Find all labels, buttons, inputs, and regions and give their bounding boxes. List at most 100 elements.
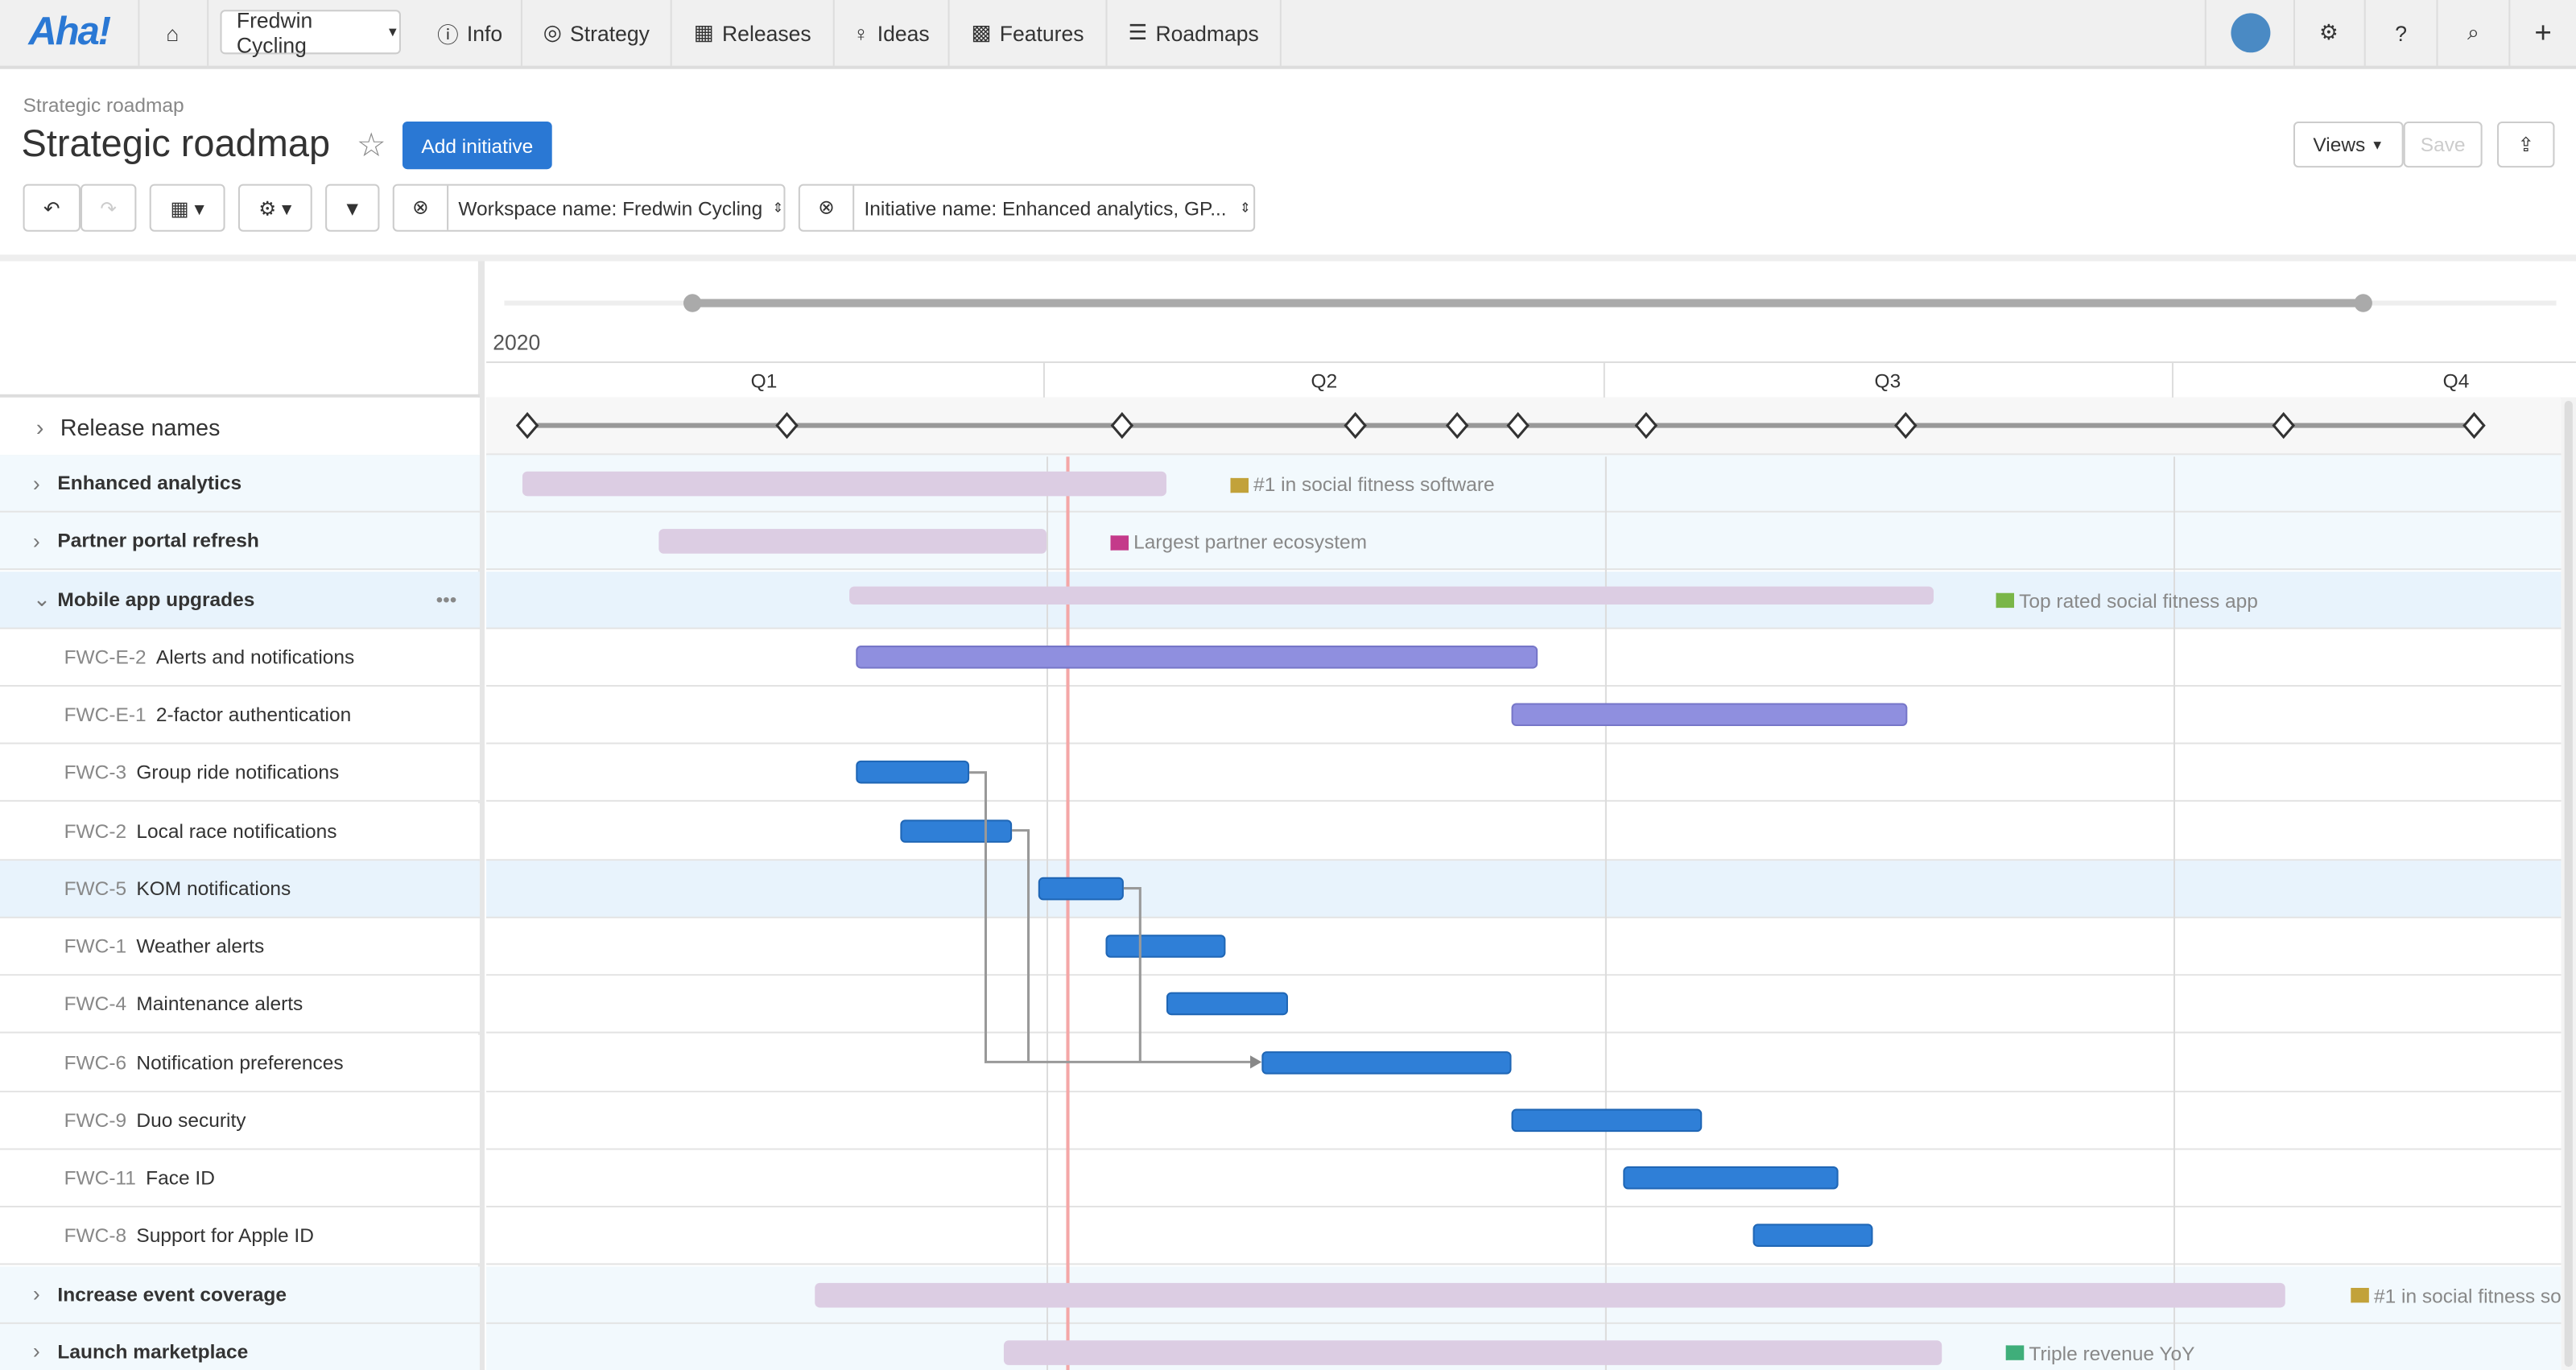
year-label: 2020 bbox=[493, 330, 541, 355]
views-button[interactable]: Views ▼ bbox=[2293, 122, 2404, 168]
search-icon[interactable]: ⌕ bbox=[2438, 0, 2511, 66]
feature-bar[interactable] bbox=[900, 819, 1013, 842]
more-options-icon[interactable]: ••• bbox=[436, 587, 457, 611]
share-icon[interactable]: ⇪ bbox=[2497, 122, 2555, 168]
workspace-selector[interactable]: Fredwin Cycling ▼ bbox=[220, 7, 401, 56]
record-row[interactable]: FWC-E-1 2-factor authentication bbox=[0, 687, 480, 745]
feature-bar[interactable] bbox=[1038, 877, 1124, 900]
timeline-row bbox=[486, 976, 2562, 1034]
add-initiative-button[interactable]: Add initiative bbox=[402, 122, 552, 170]
record-row[interactable]: FWC-9 Duo security bbox=[0, 1091, 480, 1150]
vertical-scrollbar[interactable] bbox=[2561, 397, 2576, 1370]
nav-ideas[interactable]: ♀ Ideas bbox=[835, 0, 950, 66]
initiative-bar[interactable] bbox=[522, 471, 1166, 497]
goal-label[interactable]: #1 in social fitness software bbox=[1230, 473, 1495, 496]
chevron-right-icon[interactable]: › bbox=[35, 413, 44, 439]
workspace-filter[interactable]: ⊗ Workspace name: Fredwin Cycling ⇕ bbox=[392, 184, 786, 232]
quarter-gridline bbox=[1604, 456, 1607, 1370]
grid-icon: ▩ bbox=[971, 19, 992, 45]
flag-icon bbox=[1996, 592, 2015, 609]
record-row[interactable]: FWC-1 Weather alerts bbox=[0, 918, 480, 976]
feature-bar[interactable] bbox=[1261, 1050, 1512, 1074]
epic-bar[interactable] bbox=[1511, 703, 1908, 727]
calendar-dropdown[interactable]: ▦ ▾ bbox=[149, 184, 225, 232]
timeline-row bbox=[486, 1034, 2562, 1092]
record-row[interactable]: FWC-8 Support for Apple ID bbox=[0, 1207, 480, 1265]
goal-label[interactable]: Top rated social fitness app bbox=[1996, 589, 2258, 612]
aha-logo[interactable]: Aha! bbox=[0, 0, 140, 66]
goal-label[interactable]: Triple revenue YoY bbox=[2005, 1342, 2194, 1364]
settings-dropdown[interactable]: ⚙ ▾ bbox=[237, 184, 312, 232]
top-nav: Aha! ⌂ Fredwin Cycling ▼ ⓘ Info ◎ Strategy … bbox=[0, 0, 2576, 69]
slider-handle-end[interactable] bbox=[2354, 294, 2372, 312]
nav-info[interactable]: ⓘ Info bbox=[419, 0, 522, 66]
record-row[interactable]: FWC-5 KOM notifications bbox=[0, 860, 480, 918]
chevron-right-icon[interactable]: › bbox=[32, 1281, 40, 1306]
chevron-right-icon[interactable]: › bbox=[32, 1339, 40, 1364]
star-icon[interactable]: ☆ bbox=[356, 128, 386, 165]
quarter-label: Q4 bbox=[2442, 369, 2470, 393]
plus-icon[interactable]: + bbox=[2534, 15, 2552, 49]
redo-icon[interactable]: ↷ bbox=[80, 184, 137, 232]
home-icon[interactable]: ⌂ bbox=[138, 0, 209, 66]
filter-icon[interactable]: ▼ bbox=[325, 184, 380, 232]
help-icon[interactable]: ? bbox=[2366, 0, 2438, 66]
record-row[interactable]: FWC-11 Face ID bbox=[0, 1149, 480, 1207]
info-icon: ⓘ bbox=[437, 22, 459, 47]
record-row[interactable]: FWC-2 Local race notifications bbox=[0, 802, 480, 860]
initiative-row[interactable]: ⌄ Mobile app upgrades ••• bbox=[0, 571, 480, 629]
remove-filter-icon[interactable]: ⊗ bbox=[394, 185, 449, 230]
feature-bar[interactable] bbox=[1166, 992, 1288, 1016]
quarter-gridline bbox=[2173, 456, 2176, 1370]
gear-icon[interactable]: ⚙ bbox=[2293, 0, 2366, 66]
quarter-label: Q2 bbox=[1311, 369, 1338, 393]
timeline-row bbox=[486, 1149, 2562, 1207]
quarter-label: Q1 bbox=[750, 369, 778, 393]
initiative-row[interactable]: › Partner portal refresh bbox=[0, 513, 480, 571]
feature-bar[interactable] bbox=[1105, 935, 1226, 958]
timeline-row bbox=[486, 802, 2562, 860]
timeline-row bbox=[486, 1207, 2562, 1265]
initiative-filter[interactable]: ⊗ Initiative name: Enhanced analytics, G… bbox=[798, 184, 1256, 232]
goal-label[interactable]: Largest partner ecosystem bbox=[1110, 531, 1367, 554]
initiative-bar[interactable] bbox=[849, 585, 1934, 604]
avatar[interactable] bbox=[2204, 0, 2295, 66]
slider-handle-start[interactable] bbox=[683, 294, 702, 312]
initiative-bar[interactable] bbox=[658, 529, 1046, 555]
record-row[interactable]: FWC-3 Group ride notifications bbox=[0, 744, 480, 803]
initiative-bar[interactable] bbox=[1003, 1339, 1942, 1365]
initiative-row[interactable]: › Increase event coverage bbox=[0, 1265, 480, 1323]
release-names-row[interactable]: › Release names bbox=[0, 397, 480, 457]
feature-bar[interactable] bbox=[1752, 1224, 1873, 1248]
undo-icon[interactable]: ↶ bbox=[23, 184, 80, 232]
remove-filter-icon[interactable]: ⊗ bbox=[800, 185, 855, 230]
record-row[interactable]: FWC-6 Notification preferences bbox=[0, 1034, 480, 1092]
chevron-right-icon[interactable]: › bbox=[32, 470, 40, 496]
chevron-right-icon[interactable]: › bbox=[32, 528, 40, 554]
initiative-row[interactable]: › Launch marketplace bbox=[0, 1323, 480, 1370]
breadcrumb[interactable]: Strategic roadmap bbox=[23, 93, 184, 117]
save-button[interactable]: Save bbox=[2403, 122, 2483, 168]
record-row[interactable]: FWC-4 Maintenance alerts bbox=[0, 976, 480, 1034]
record-row[interactable]: FWC-E-2 Alerts and notifications bbox=[0, 629, 480, 687]
chevron-down-icon[interactable]: ⌄ bbox=[32, 585, 52, 611]
goal-label[interactable]: #1 in social fitness so bbox=[2351, 1284, 2562, 1306]
epic-bar[interactable] bbox=[856, 645, 1538, 669]
flag-icon bbox=[2351, 1287, 2369, 1303]
panel-splitter[interactable] bbox=[477, 261, 485, 1370]
time-range-selection[interactable] bbox=[691, 299, 2363, 307]
calendar-icon: ▦ bbox=[693, 19, 714, 45]
flag-icon bbox=[1110, 534, 1129, 551]
page-title: Strategic roadmap bbox=[21, 122, 331, 165]
nav-roadmaps[interactable]: ☰ Roadmaps bbox=[1107, 0, 1282, 66]
feature-bar[interactable] bbox=[1623, 1166, 1839, 1190]
feature-bar[interactable] bbox=[1511, 1108, 1703, 1132]
nav-releases[interactable]: ▦ Releases bbox=[672, 0, 835, 66]
initiative-bar[interactable] bbox=[815, 1281, 2285, 1307]
initiative-row[interactable]: › Enhanced analytics bbox=[0, 455, 480, 513]
nav-strategy[interactable]: ◎ Strategy bbox=[522, 0, 672, 66]
nav-features[interactable]: ▩ Features bbox=[950, 0, 1108, 66]
flag-icon bbox=[1230, 477, 1249, 493]
feature-bar[interactable] bbox=[856, 761, 970, 784]
quarter-header: Q1 Q2 Q3 Q4 bbox=[486, 361, 2576, 399]
